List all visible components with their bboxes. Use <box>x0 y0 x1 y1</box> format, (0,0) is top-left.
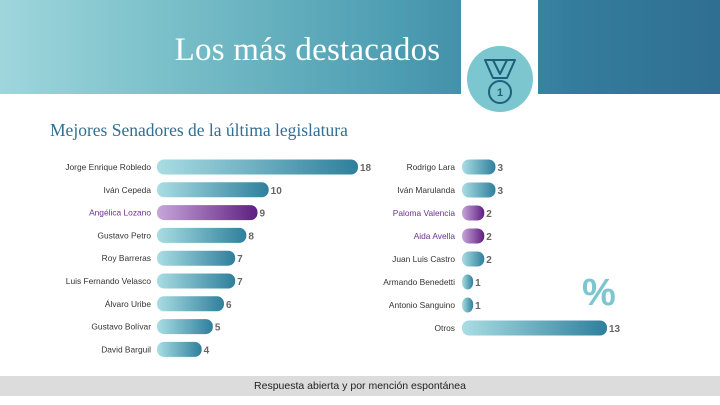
percent-symbol: % <box>582 272 616 314</box>
bar-label: Luis Fernando Velasco <box>66 276 152 286</box>
bar <box>462 274 474 290</box>
bar-label: David Barguil <box>101 344 151 354</box>
bar-value-label: 7 <box>237 254 243 265</box>
page-title: Los más destacados <box>174 32 441 68</box>
bar-value-label: 2 <box>486 209 492 220</box>
chart-subtitle: Mejores Senadores de la última legislatu… <box>50 120 348 140</box>
bar-value-label: 5 <box>215 323 221 334</box>
bar <box>157 182 269 198</box>
bar-label: Iván Marulanda <box>397 185 455 195</box>
bar-label: Jorge Enrique Robledo <box>65 162 151 172</box>
bar-label: Rodrigo Lara <box>407 162 456 172</box>
bar-value-label: 4 <box>204 345 210 356</box>
bar <box>157 159 358 175</box>
footer-note: Respuesta abierta y por mención espontán… <box>0 376 720 396</box>
bar-label: Armando Benedetti <box>383 277 455 287</box>
medal-icon: 1 <box>484 59 516 104</box>
bar-value-label: 2 <box>486 232 492 243</box>
bar-label: Roy Barreras <box>102 253 151 263</box>
bar-label: Gustavo Petro <box>97 230 151 240</box>
bar-value-label: 13 <box>609 324 621 335</box>
bar <box>157 227 247 243</box>
bar-value-label: 3 <box>497 186 503 197</box>
bar-label: Antonio Sanguino <box>389 300 455 310</box>
bar-value-label: 1 <box>475 301 481 312</box>
bar-label: Álvaro Uribe <box>105 299 151 309</box>
bar <box>157 296 224 312</box>
bar <box>157 341 202 357</box>
bar-value-label: 1 <box>475 278 481 289</box>
bar <box>462 297 474 313</box>
bar <box>462 205 485 221</box>
bar-value-label: 10 <box>271 186 283 197</box>
bar <box>157 205 258 221</box>
bar <box>462 228 485 244</box>
bar <box>157 250 236 266</box>
header-banner: Los más destacados <box>0 0 720 94</box>
bar-value-label: 7 <box>237 277 243 288</box>
bar <box>157 319 213 335</box>
bar-label: Iván Cepeda <box>104 185 152 195</box>
bar-label: Aida Avella <box>414 231 456 241</box>
bar-value-label: 3 <box>497 163 503 174</box>
bar-value-label: 18 <box>360 163 372 174</box>
bar-value-label: 2 <box>486 255 492 266</box>
bar-label: Otros <box>435 323 455 333</box>
bar <box>462 182 496 198</box>
bar <box>462 320 607 336</box>
bar-label: Juan Luis Castro <box>392 254 455 264</box>
bar-label: Angélica Lozano <box>89 208 151 218</box>
bar-value-label: 6 <box>226 300 232 311</box>
chart-area: Jorge Enrique Robledo 18 Iván Cepeda 10 Angé… <box>0 150 720 370</box>
bar-label: Paloma Valencia <box>393 208 456 218</box>
bar <box>157 273 236 289</box>
bar-value-label: 8 <box>248 231 254 242</box>
bar <box>462 251 485 267</box>
bar-value-label: 9 <box>260 209 266 220</box>
bar-label: Gustavo Bolívar <box>91 322 151 332</box>
bar <box>462 159 496 175</box>
svg-text:1: 1 <box>497 87 503 99</box>
